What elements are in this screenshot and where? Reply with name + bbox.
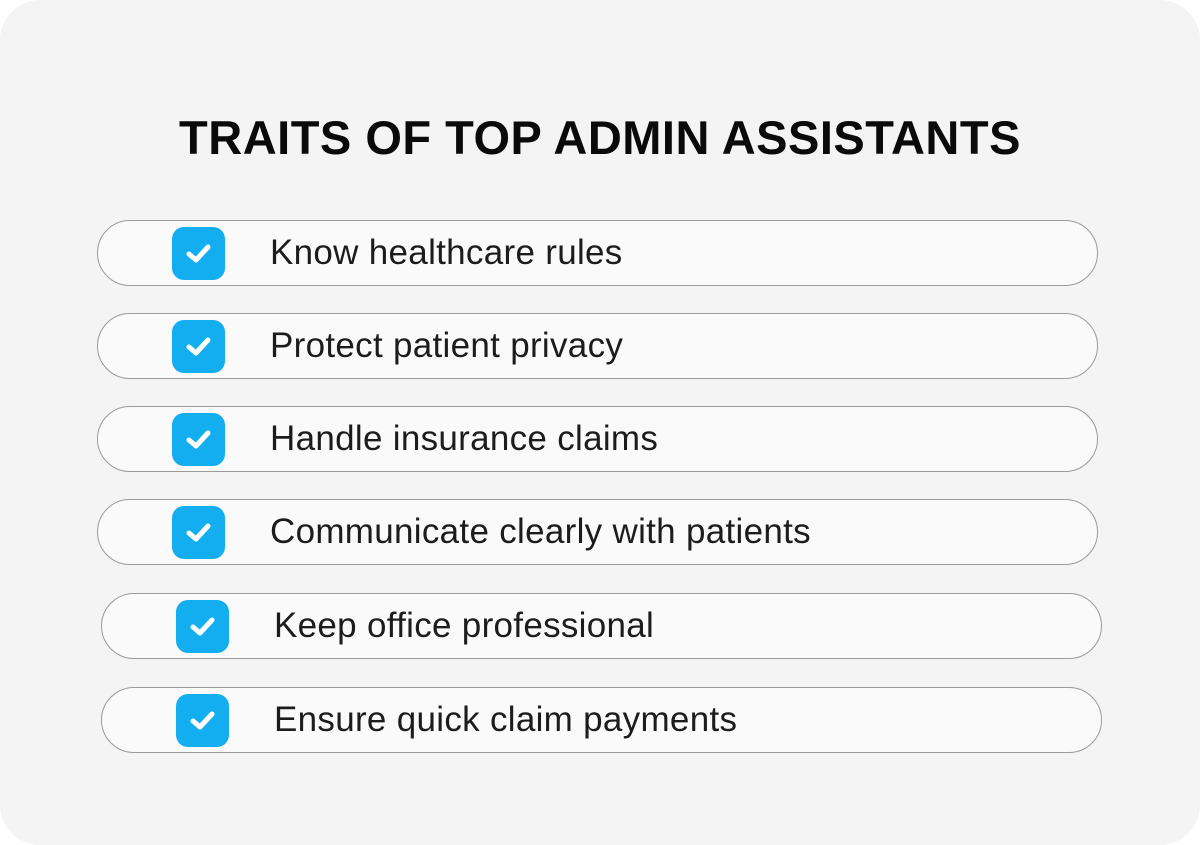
- list-item: Ensure quick claim payments: [101, 687, 1102, 753]
- list-item: Know healthcare rules: [97, 220, 1098, 286]
- list-item-label: Handle insurance claims: [270, 419, 659, 458]
- list-item-label: Communicate clearly with patients: [270, 512, 811, 551]
- list-item: Protect patient privacy: [97, 313, 1098, 379]
- list-item-label: Know healthcare rules: [270, 233, 623, 272]
- list-item: Communicate clearly with patients: [97, 499, 1098, 565]
- page-title: TRAITS OF TOP ADMIN ASSISTANTS: [179, 111, 1021, 164]
- list-item-label: Keep office professional: [274, 606, 655, 645]
- checkbox-checked-icon: [172, 320, 225, 373]
- checkbox-checked-icon: [176, 694, 229, 747]
- list-item-label: Protect patient privacy: [270, 326, 624, 365]
- checkbox-checked-icon: [172, 506, 225, 559]
- checkbox-checked-icon: [176, 600, 229, 653]
- checkbox-checked-icon: [172, 413, 225, 466]
- list-item: Keep office professional: [101, 593, 1102, 659]
- list-item-label: Ensure quick claim payments: [274, 700, 738, 739]
- checkbox-checked-icon: [172, 227, 225, 280]
- list-item: Handle insurance claims: [97, 406, 1098, 472]
